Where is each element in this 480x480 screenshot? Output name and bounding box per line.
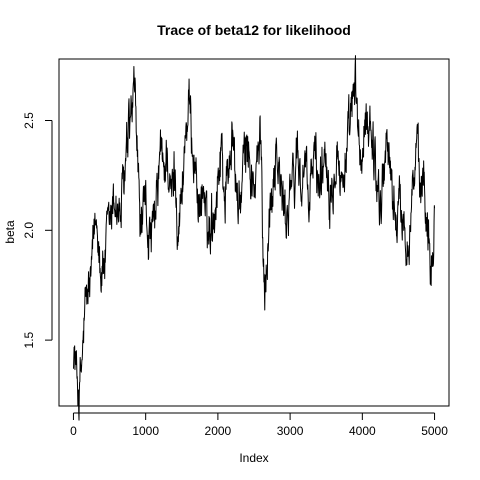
- chart-title: Trace of beta12 for likelihood: [157, 22, 351, 38]
- y-tick-label: 1.5: [22, 331, 36, 348]
- x-axis: 0 1000 2000 3000 4000 5000: [70, 412, 448, 438]
- y-axis-label: beta: [3, 220, 17, 244]
- trace-series-line: [73, 55, 436, 421]
- x-tick-label: 1000: [132, 424, 159, 438]
- y-axis: 1.5 2.0 2.5: [22, 112, 53, 348]
- x-tick-label: 2000: [205, 424, 232, 438]
- x-tick-label: 4000: [349, 424, 376, 438]
- x-tick-label: 5000: [421, 424, 448, 438]
- x-tick-label: 3000: [277, 424, 304, 438]
- series-layer: [73, 55, 436, 421]
- x-axis-label: Index: [239, 451, 268, 465]
- plot-frame: [58, 58, 450, 407]
- y-tick-label: 2.5: [22, 112, 36, 129]
- y-tick-label: 2.0: [22, 222, 36, 239]
- x-tick-label: 0: [70, 424, 77, 438]
